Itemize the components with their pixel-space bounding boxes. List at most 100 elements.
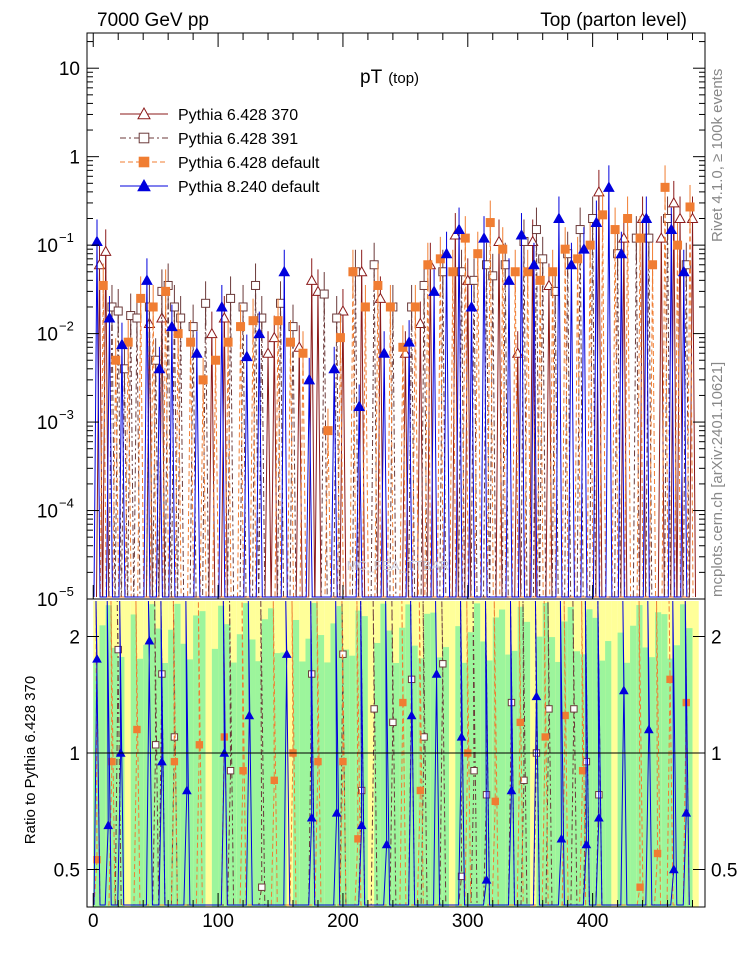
- data-point: [215, 300, 228, 312]
- band-green: [492, 617, 499, 907]
- data-point: [556, 833, 567, 843]
- data-point: [440, 247, 453, 259]
- data-point: [506, 785, 517, 795]
- data-point: [153, 362, 166, 374]
- band-green: [436, 657, 443, 907]
- legend-label: Pythia 6.428 370: [178, 107, 298, 124]
- data-point: [144, 635, 155, 645]
- band-green: [305, 638, 312, 907]
- data-point: [306, 812, 317, 822]
- band-green: [430, 612, 437, 907]
- side-label-top: Rivet 4.1.0, ≥ 100k events: [709, 69, 726, 242]
- data-point: [410, 302, 420, 312]
- data-point: [191, 347, 203, 358]
- data-point: [278, 265, 291, 277]
- data-point: [478, 232, 490, 243]
- data-point: [548, 267, 558, 277]
- band-green: [511, 650, 518, 907]
- band-green: [392, 662, 400, 907]
- data-point: [655, 232, 668, 243]
- band-green: [349, 655, 356, 907]
- band-green: [155, 628, 162, 907]
- series-pythia-6-428-default: [98, 165, 695, 598]
- data-point: [226, 293, 236, 303]
- data-point: [575, 225, 585, 235]
- data-point: [469, 275, 479, 285]
- series-pythia-6-428-391: [107, 196, 691, 598]
- upper-ytick-label: 10: [59, 59, 80, 80]
- band-green: [648, 657, 656, 907]
- band-green: [686, 628, 693, 907]
- data-point: [668, 864, 679, 874]
- data-point: [111, 355, 121, 365]
- data-point: [281, 649, 292, 658]
- band-green: [380, 603, 387, 907]
- data-point: [623, 214, 633, 224]
- lower-ytick-label: 2: [69, 628, 80, 649]
- band-green: [230, 662, 237, 907]
- data-point: [578, 243, 590, 254]
- data-point: [103, 820, 114, 830]
- xtick-label: 400: [577, 911, 609, 932]
- data-point: [685, 202, 695, 212]
- data-point: [603, 181, 615, 192]
- data-point: [498, 244, 508, 254]
- data-point: [615, 247, 628, 259]
- band-green: [255, 661, 262, 907]
- band-green: [480, 641, 487, 907]
- band-green: [548, 637, 556, 907]
- data-point: [431, 668, 442, 678]
- data-point: [328, 362, 341, 374]
- band-green: [149, 604, 156, 907]
- data-point: [188, 322, 198, 332]
- band-green: [130, 614, 137, 907]
- band-green: [180, 643, 187, 907]
- band-green: [442, 647, 450, 907]
- data-point: [173, 329, 183, 339]
- data-point: [268, 331, 281, 343]
- band-green: [342, 649, 350, 907]
- data-point: [449, 229, 462, 240]
- upper-ytick-label: 10: [37, 590, 58, 611]
- side-label-bottom: mcplots.cern.ch [arXiv:2401.10621]: [709, 362, 726, 597]
- data-point: [238, 302, 248, 312]
- data-point: [262, 347, 274, 358]
- data-point: [610, 225, 620, 235]
- lower-ytick-label-right: 2: [711, 628, 722, 649]
- data-point: [223, 337, 233, 347]
- data-point: [677, 265, 690, 277]
- data-point: [636, 883, 644, 891]
- legend: Pythia 6.428 370 Pythia 6.428 391 Pythia 6…: [120, 106, 320, 196]
- data-point: [644, 233, 654, 243]
- data-point: [323, 426, 333, 436]
- legend-label: Pythia 6.428 391: [178, 131, 298, 148]
- data-point: [257, 313, 267, 323]
- band-green: [118, 656, 125, 907]
- band-green: [99, 625, 106, 907]
- data-point: [460, 233, 470, 243]
- data-point: [594, 812, 604, 822]
- data-point: [161, 286, 171, 296]
- lower-ytick-label-right: 1: [711, 744, 722, 765]
- data-point: [353, 400, 366, 411]
- data-point: [98, 280, 108, 290]
- data-point: [370, 705, 378, 713]
- data-point: [618, 685, 629, 695]
- data-point: [570, 705, 578, 713]
- data-point: [270, 776, 278, 785]
- band-green: [642, 647, 649, 907]
- band-green: [617, 632, 624, 907]
- data-point: [331, 807, 342, 817]
- band-yellow: [449, 601, 456, 907]
- data-point: [136, 293, 146, 303]
- band-green: [486, 660, 493, 907]
- data-point: [573, 254, 583, 264]
- legend-entry: Pythia 6.428 370: [120, 106, 298, 124]
- band-green: [673, 645, 681, 907]
- data-point: [303, 373, 316, 385]
- series-line: [93, 187, 688, 598]
- band-green: [598, 660, 606, 907]
- data-point: [510, 267, 520, 277]
- band-green: [280, 652, 287, 907]
